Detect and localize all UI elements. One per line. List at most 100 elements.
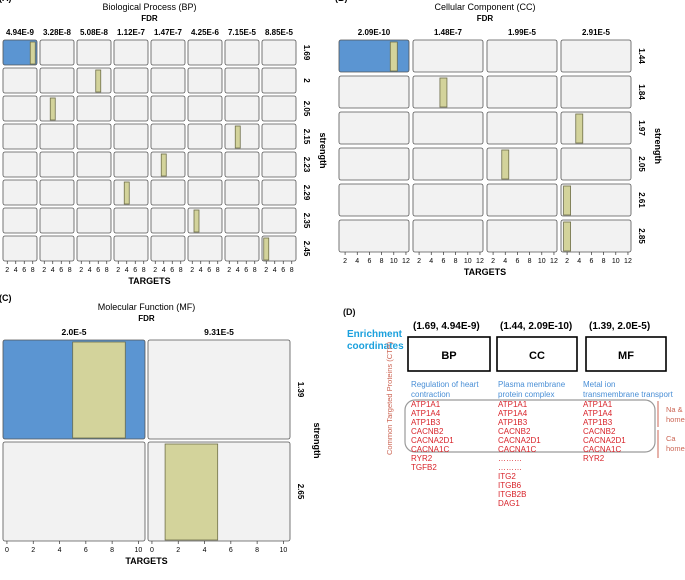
x-tick-label: 6 — [59, 267, 63, 274]
x-tick-label: 8 — [290, 267, 294, 274]
heat-cell — [338, 147, 410, 181]
heat-cell — [150, 207, 186, 234]
x-tick-label: 6 — [84, 547, 88, 554]
x-tick-label: 2 — [264, 267, 268, 274]
x-tick-label: 6 — [367, 258, 371, 265]
x-tick-label: 2 — [79, 267, 83, 274]
x-tick-label: 12 — [624, 258, 632, 265]
target-bar — [563, 185, 571, 216]
box-bp — [407, 336, 491, 372]
x-tick-label: 6 — [229, 547, 233, 554]
heat-cell — [224, 39, 260, 66]
heat-cell — [261, 95, 297, 122]
x-tick-label: 6 — [96, 267, 100, 274]
heat-cell — [224, 235, 260, 262]
protein-label: ATP1A4 — [583, 409, 613, 418]
x-tick-label: 4 — [203, 547, 207, 554]
target-bar — [72, 341, 126, 439]
x-tick-label: 4 — [58, 547, 62, 554]
nak-label-line1: Na & K — [666, 405, 685, 414]
heat-cell — [2, 207, 38, 234]
heat-cell — [224, 95, 260, 122]
heat-cell — [187, 95, 223, 122]
heat-cell — [486, 219, 558, 253]
protein-label: TGFB2 — [411, 463, 437, 472]
x-tick-label: 8 — [255, 547, 259, 554]
panel-label: (B) — [335, 0, 348, 3]
x-tick-label: 4 — [577, 258, 581, 265]
ctp-label: Common Targeted Proteins (CTP) — [385, 341, 394, 455]
proteins-bp: ATP1A1ATP1A4ATP1B3CACNB2CACNA2D1CACNA1CR… — [411, 400, 454, 472]
heat-cell — [412, 219, 484, 253]
target-bar — [123, 181, 130, 205]
y-axis-title: strength — [312, 423, 322, 459]
x-tick-label: 6 — [133, 267, 137, 274]
heat-cell — [338, 75, 410, 109]
protein-label: ATP1B3 — [411, 418, 441, 427]
heat-cell — [2, 179, 38, 206]
column-label: 2.91E-5 — [582, 28, 611, 37]
panel-bp: (A) Biological Process (BP) FDR 4.94E-9 3.28… — [0, 0, 328, 286]
x-tick-label: 2 — [5, 267, 9, 274]
target-bar — [164, 443, 219, 541]
row-label: 1.97 — [637, 120, 646, 136]
protein-label: ITGB2B — [498, 490, 526, 499]
x-tick-label: 8 — [31, 267, 35, 274]
heat-cell — [261, 179, 297, 206]
heat-cell — [113, 207, 149, 234]
x-tick-label: 8 — [179, 267, 183, 274]
heat-cell — [150, 95, 186, 122]
heat-cell — [261, 123, 297, 150]
heat-cell — [39, 207, 75, 234]
ca-label-line1: Ca — [666, 434, 676, 443]
protein-label: DAG1 — [498, 499, 520, 508]
row-label: 2.05 — [637, 156, 646, 172]
heat-cell — [150, 179, 186, 206]
x-tick-label: 2 — [190, 267, 194, 274]
coord-mf: (1.39, 2.0E-5) — [589, 321, 650, 332]
heat-cell — [39, 235, 75, 262]
row-label: 1.39 — [296, 382, 305, 398]
enrichment-label-line2: coordinates — [347, 341, 404, 352]
target-bar — [389, 41, 398, 72]
x-tick-label: 4 — [355, 258, 359, 265]
x-tick-label: 2 — [31, 547, 35, 554]
x-axis-title: TARGETS — [125, 556, 167, 566]
row-label: 2.23 — [302, 157, 311, 173]
heat-cell — [2, 441, 146, 542]
panel-label: (C) — [0, 293, 12, 303]
heat-cell — [560, 75, 632, 109]
chart-subtitle: FDR — [138, 314, 155, 323]
box-cc-label: CC — [529, 350, 545, 362]
target-bar — [95, 69, 102, 93]
x-tick-label: 4 — [236, 267, 240, 274]
x-axis-title: TARGETS — [128, 276, 170, 286]
target-bar — [29, 41, 36, 65]
heat-cell — [113, 67, 149, 94]
heat-cell — [187, 207, 223, 234]
heat-cell — [486, 39, 558, 73]
x-tick-label: 8 — [528, 258, 532, 265]
row-label: 2.35 — [302, 213, 311, 229]
row-label: 1.44 — [637, 48, 646, 64]
column-label: 8.85E-5 — [265, 28, 294, 37]
heat-cell — [261, 207, 297, 234]
ctp-bracket — [404, 399, 656, 453]
box-bp-label: BP — [441, 350, 456, 362]
term-mf-line2: transmembrane transport — [583, 390, 674, 399]
heat-cell — [486, 183, 558, 217]
heat-cell — [113, 151, 149, 178]
protein-label: CACNB2 — [411, 427, 444, 436]
column-label: 7.15E-5 — [228, 28, 257, 37]
heat-cell — [224, 67, 260, 94]
protein-label: CACNA2D1 — [583, 436, 626, 445]
x-tick-label: 8 — [216, 267, 220, 274]
term-bp-line1: Regulation of heart — [411, 380, 479, 389]
panel-d-label: (D) — [343, 307, 356, 317]
heat-cell — [412, 147, 484, 181]
heat-cell — [560, 111, 632, 145]
x-tick-label: 2 — [116, 267, 120, 274]
target-bar — [49, 97, 56, 121]
heat-cell — [486, 111, 558, 145]
